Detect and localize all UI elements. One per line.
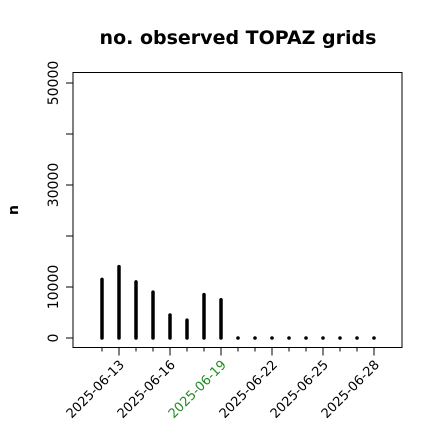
y-axis-label: n xyxy=(6,205,22,215)
x-axis: 2025-06-132025-06-162025-06-192025-06-22… xyxy=(64,347,383,422)
bar xyxy=(253,336,257,340)
chart-title: no. observed TOPAZ grids xyxy=(100,27,377,49)
bar xyxy=(304,336,308,340)
bar xyxy=(338,336,342,340)
y-tick-label: 30000 xyxy=(46,163,62,208)
bar xyxy=(270,336,274,340)
bar xyxy=(236,336,240,340)
bar xyxy=(372,336,376,340)
bar xyxy=(287,336,291,340)
bar xyxy=(321,336,325,340)
y-tick-label: 10000 xyxy=(46,265,62,310)
y-tick-label: 50000 xyxy=(46,61,62,106)
bar xyxy=(355,336,359,340)
y-axis: 0 10000 30000 50000 xyxy=(46,61,73,343)
data-marks xyxy=(100,264,376,340)
plot-area-frame xyxy=(72,72,403,348)
y-tick-label: 0 xyxy=(46,334,62,343)
